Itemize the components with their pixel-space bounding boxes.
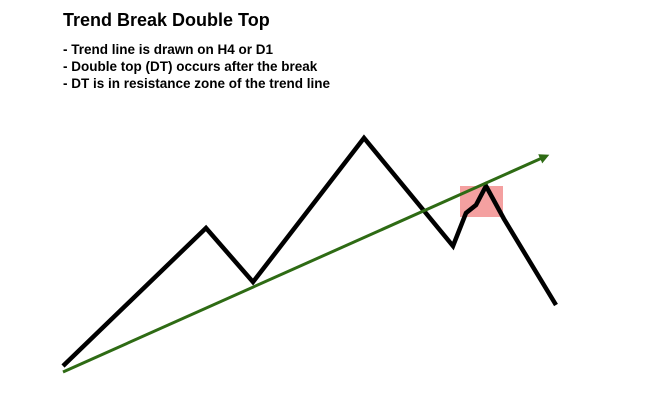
price-path-line <box>61 134 558 368</box>
notes-list: - Trend line is drawn on H4 or D1 - Doub… <box>63 41 330 92</box>
diagram-title: Trend Break Double Top <box>63 10 270 30</box>
note-item: - Trend line is drawn on H4 or D1 <box>63 42 274 57</box>
note-item: - DT is in resistance zone of the trend … <box>63 76 331 91</box>
note-item: - Double top (DT) occurs after the break <box>63 59 318 74</box>
trend-line <box>62 154 550 374</box>
